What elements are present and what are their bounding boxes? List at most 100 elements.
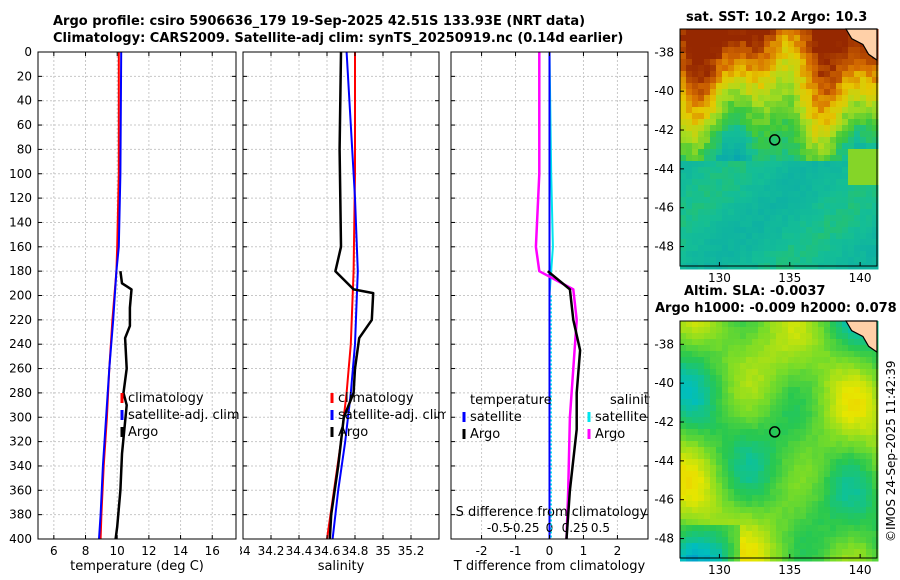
x-tick-label: 2 xyxy=(614,544,622,558)
imos-credit: ©IMOS 24-Sep-2025 11:42:39 xyxy=(884,360,898,542)
y-tick-label: 220 xyxy=(9,313,32,327)
sla-raster xyxy=(680,321,879,562)
y-tick-label: 240 xyxy=(9,337,32,351)
x-tick-label: 14 xyxy=(173,544,188,558)
y-tick-label: -48 xyxy=(654,240,674,254)
sst-raster xyxy=(680,29,879,270)
x-tick-label: 35.2 xyxy=(398,544,425,558)
y-tick-label: -44 xyxy=(654,162,674,176)
series-satellite-adj-clim xyxy=(331,51,359,540)
series-argo xyxy=(328,51,375,540)
x-tick-label: 135 xyxy=(778,271,801,285)
y-tick-label: 0 xyxy=(24,46,32,59)
y-tick-label: 400 xyxy=(9,532,32,546)
y-tick-label: 80 xyxy=(17,142,32,156)
x-tick-label: 35 xyxy=(375,544,390,558)
y-tick-label: -38 xyxy=(654,45,674,59)
x-tick-label: 10 xyxy=(110,544,125,558)
y-tick-label: 260 xyxy=(9,362,32,376)
legend-label: climatology xyxy=(128,391,204,406)
x-axis-label: temperature (deg C) xyxy=(70,559,204,574)
figure-title-line1: Argo profile: csiro 5906636_179 19-Sep-2… xyxy=(53,14,586,29)
x-axis-label: T difference from climatology xyxy=(453,559,646,574)
sla-map: -38 -40 -42 -44 -46 -48 130 135 140 xyxy=(654,320,879,577)
y-tick-label: -38 xyxy=(654,337,674,351)
y-tick-label: 360 xyxy=(9,483,32,497)
legend-title-salinity: salinity xyxy=(610,393,650,408)
map-frame xyxy=(679,28,878,267)
y-tick-label: 60 xyxy=(17,118,32,132)
legend-title-temperature: temperature xyxy=(470,393,552,408)
x-tick-label: 130 xyxy=(708,563,731,577)
legend-label: satellite-adj. clim xyxy=(338,408,446,423)
y-tick-label: 140 xyxy=(9,215,32,229)
series-satellite-adj-clim xyxy=(98,51,123,540)
y-tick-label: 160 xyxy=(9,240,32,254)
x-tick-label: 34.4 xyxy=(286,544,313,558)
figure-title-line2: Climatology: CARS2009. Satellite-adj cli… xyxy=(53,31,624,46)
y-tick-label: -46 xyxy=(654,493,674,507)
y-tick-label: 380 xyxy=(9,508,32,522)
legend-label: satellite xyxy=(470,410,522,425)
sst-map-title: sat. SST: 10.2 Argo: 10.3 xyxy=(686,10,868,25)
legend-label: Argo xyxy=(128,425,158,440)
top-tick-label: -0.5 xyxy=(487,521,510,535)
series-argo xyxy=(114,271,133,540)
legend-label: satellite-adj. clim xyxy=(128,408,240,423)
legend-label: satellite xyxy=(595,410,647,425)
y-tick-label: 340 xyxy=(9,459,32,473)
y-tick-label: -46 xyxy=(654,201,674,215)
y-tick-label: 280 xyxy=(9,386,32,400)
x-tick-label: 16 xyxy=(205,544,220,558)
y-tick-label: 20 xyxy=(17,69,32,83)
x-tick-label: 1 xyxy=(580,544,588,558)
legend-label: Argo xyxy=(338,425,368,440)
y-tick-label: 300 xyxy=(9,410,32,424)
x-tick-label: 140 xyxy=(849,271,872,285)
x-tick-label: -1 xyxy=(510,544,522,558)
x-tick-label: 12 xyxy=(141,544,156,558)
x-tick-label: -2 xyxy=(476,544,488,558)
x-tick-label: 34.8 xyxy=(342,544,369,558)
x-tick-label: 140 xyxy=(849,563,872,577)
top-tick-label: 0.25 xyxy=(562,521,589,535)
y-tick-label: -42 xyxy=(654,123,674,137)
y-tick-label: 40 xyxy=(17,94,32,108)
y-tick-label: 100 xyxy=(9,167,32,181)
x-tick-label: 6 xyxy=(50,544,58,558)
legend-label: Argo xyxy=(595,427,625,442)
y-tick-label: -48 xyxy=(654,532,674,546)
sla-map-title-line1: Altim. SLA: -0.0037 xyxy=(684,284,826,299)
x-tick-label: 34.6 xyxy=(314,544,341,558)
legend-label: Argo xyxy=(470,427,500,442)
argo-location-marker xyxy=(768,426,781,438)
y-tick-label: 180 xyxy=(9,264,32,278)
argo-location-marker xyxy=(768,134,781,146)
x-axis-label: salinity xyxy=(318,559,365,574)
y-tick-label: -40 xyxy=(654,84,674,98)
y-tick-label: 200 xyxy=(9,289,32,303)
x-tick-label: 8 xyxy=(82,544,90,558)
sst-map: -38 -40 -42 -44 -46 -48 130 135 140 xyxy=(654,28,879,285)
y-tick-label: -40 xyxy=(654,376,674,390)
top-tick-label: 0.5 xyxy=(591,521,610,535)
map-frame xyxy=(679,320,878,559)
x-tick-label: 0 xyxy=(546,544,554,558)
y-tick-label: -42 xyxy=(654,415,674,429)
y-tick-label: 320 xyxy=(9,435,32,449)
legend-label: climatology xyxy=(338,391,414,406)
x-tick-label: 135 xyxy=(778,563,801,577)
sla-map-title-line2: Argo h1000: -0.009 h2000: 0.078 xyxy=(655,301,897,316)
series-t-argo xyxy=(547,270,582,540)
top-tick-label: 0 xyxy=(546,521,554,535)
x-tick-label: 34.2 xyxy=(258,544,285,558)
y-tick-label: 120 xyxy=(9,191,32,205)
x-tick-label: 130 xyxy=(708,271,731,285)
series-s-argo xyxy=(534,52,578,540)
y-tick-label: -44 xyxy=(654,454,674,468)
salinity-panel: 34 34.234.434.634.8 35 35.2 salinity climatol… xyxy=(240,51,446,574)
top-tick-label: -0.25 xyxy=(508,521,539,535)
x-tick-label: 34 xyxy=(240,544,251,558)
